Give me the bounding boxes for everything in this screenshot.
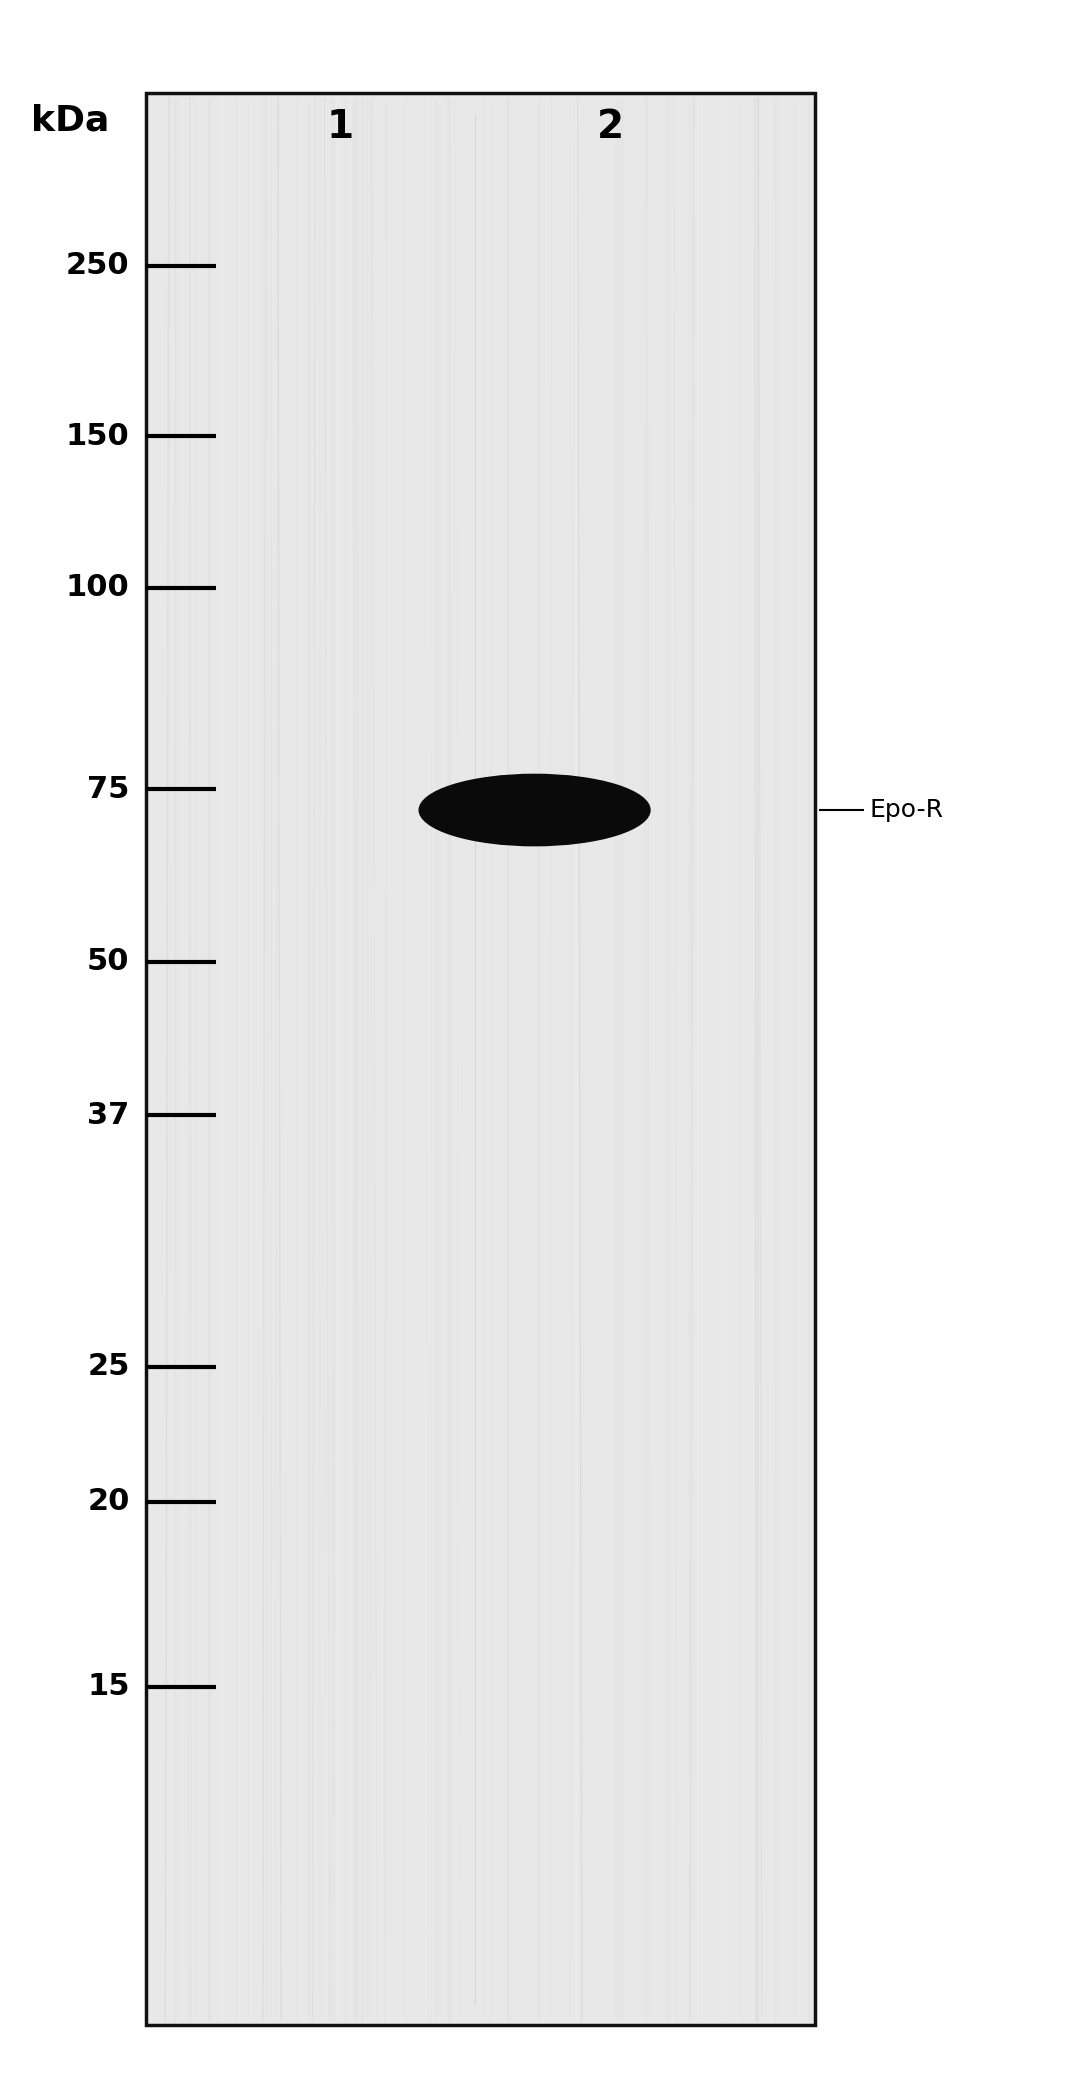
Text: 15: 15 xyxy=(87,1672,130,1701)
Ellipse shape xyxy=(419,773,650,847)
Text: kDa: kDa xyxy=(31,104,109,137)
Text: 100: 100 xyxy=(66,573,130,602)
Text: 75: 75 xyxy=(87,775,130,804)
Text: 20: 20 xyxy=(87,1487,130,1516)
Text: 25: 25 xyxy=(87,1352,130,1381)
Bar xyxy=(146,93,815,2025)
Text: 2: 2 xyxy=(596,108,624,145)
Text: Epo-R: Epo-R xyxy=(869,798,944,822)
Text: 150: 150 xyxy=(66,422,130,451)
Text: 250: 250 xyxy=(66,251,130,280)
Text: 50: 50 xyxy=(87,947,130,976)
Text: 37: 37 xyxy=(87,1101,130,1130)
Text: 1: 1 xyxy=(326,108,354,145)
